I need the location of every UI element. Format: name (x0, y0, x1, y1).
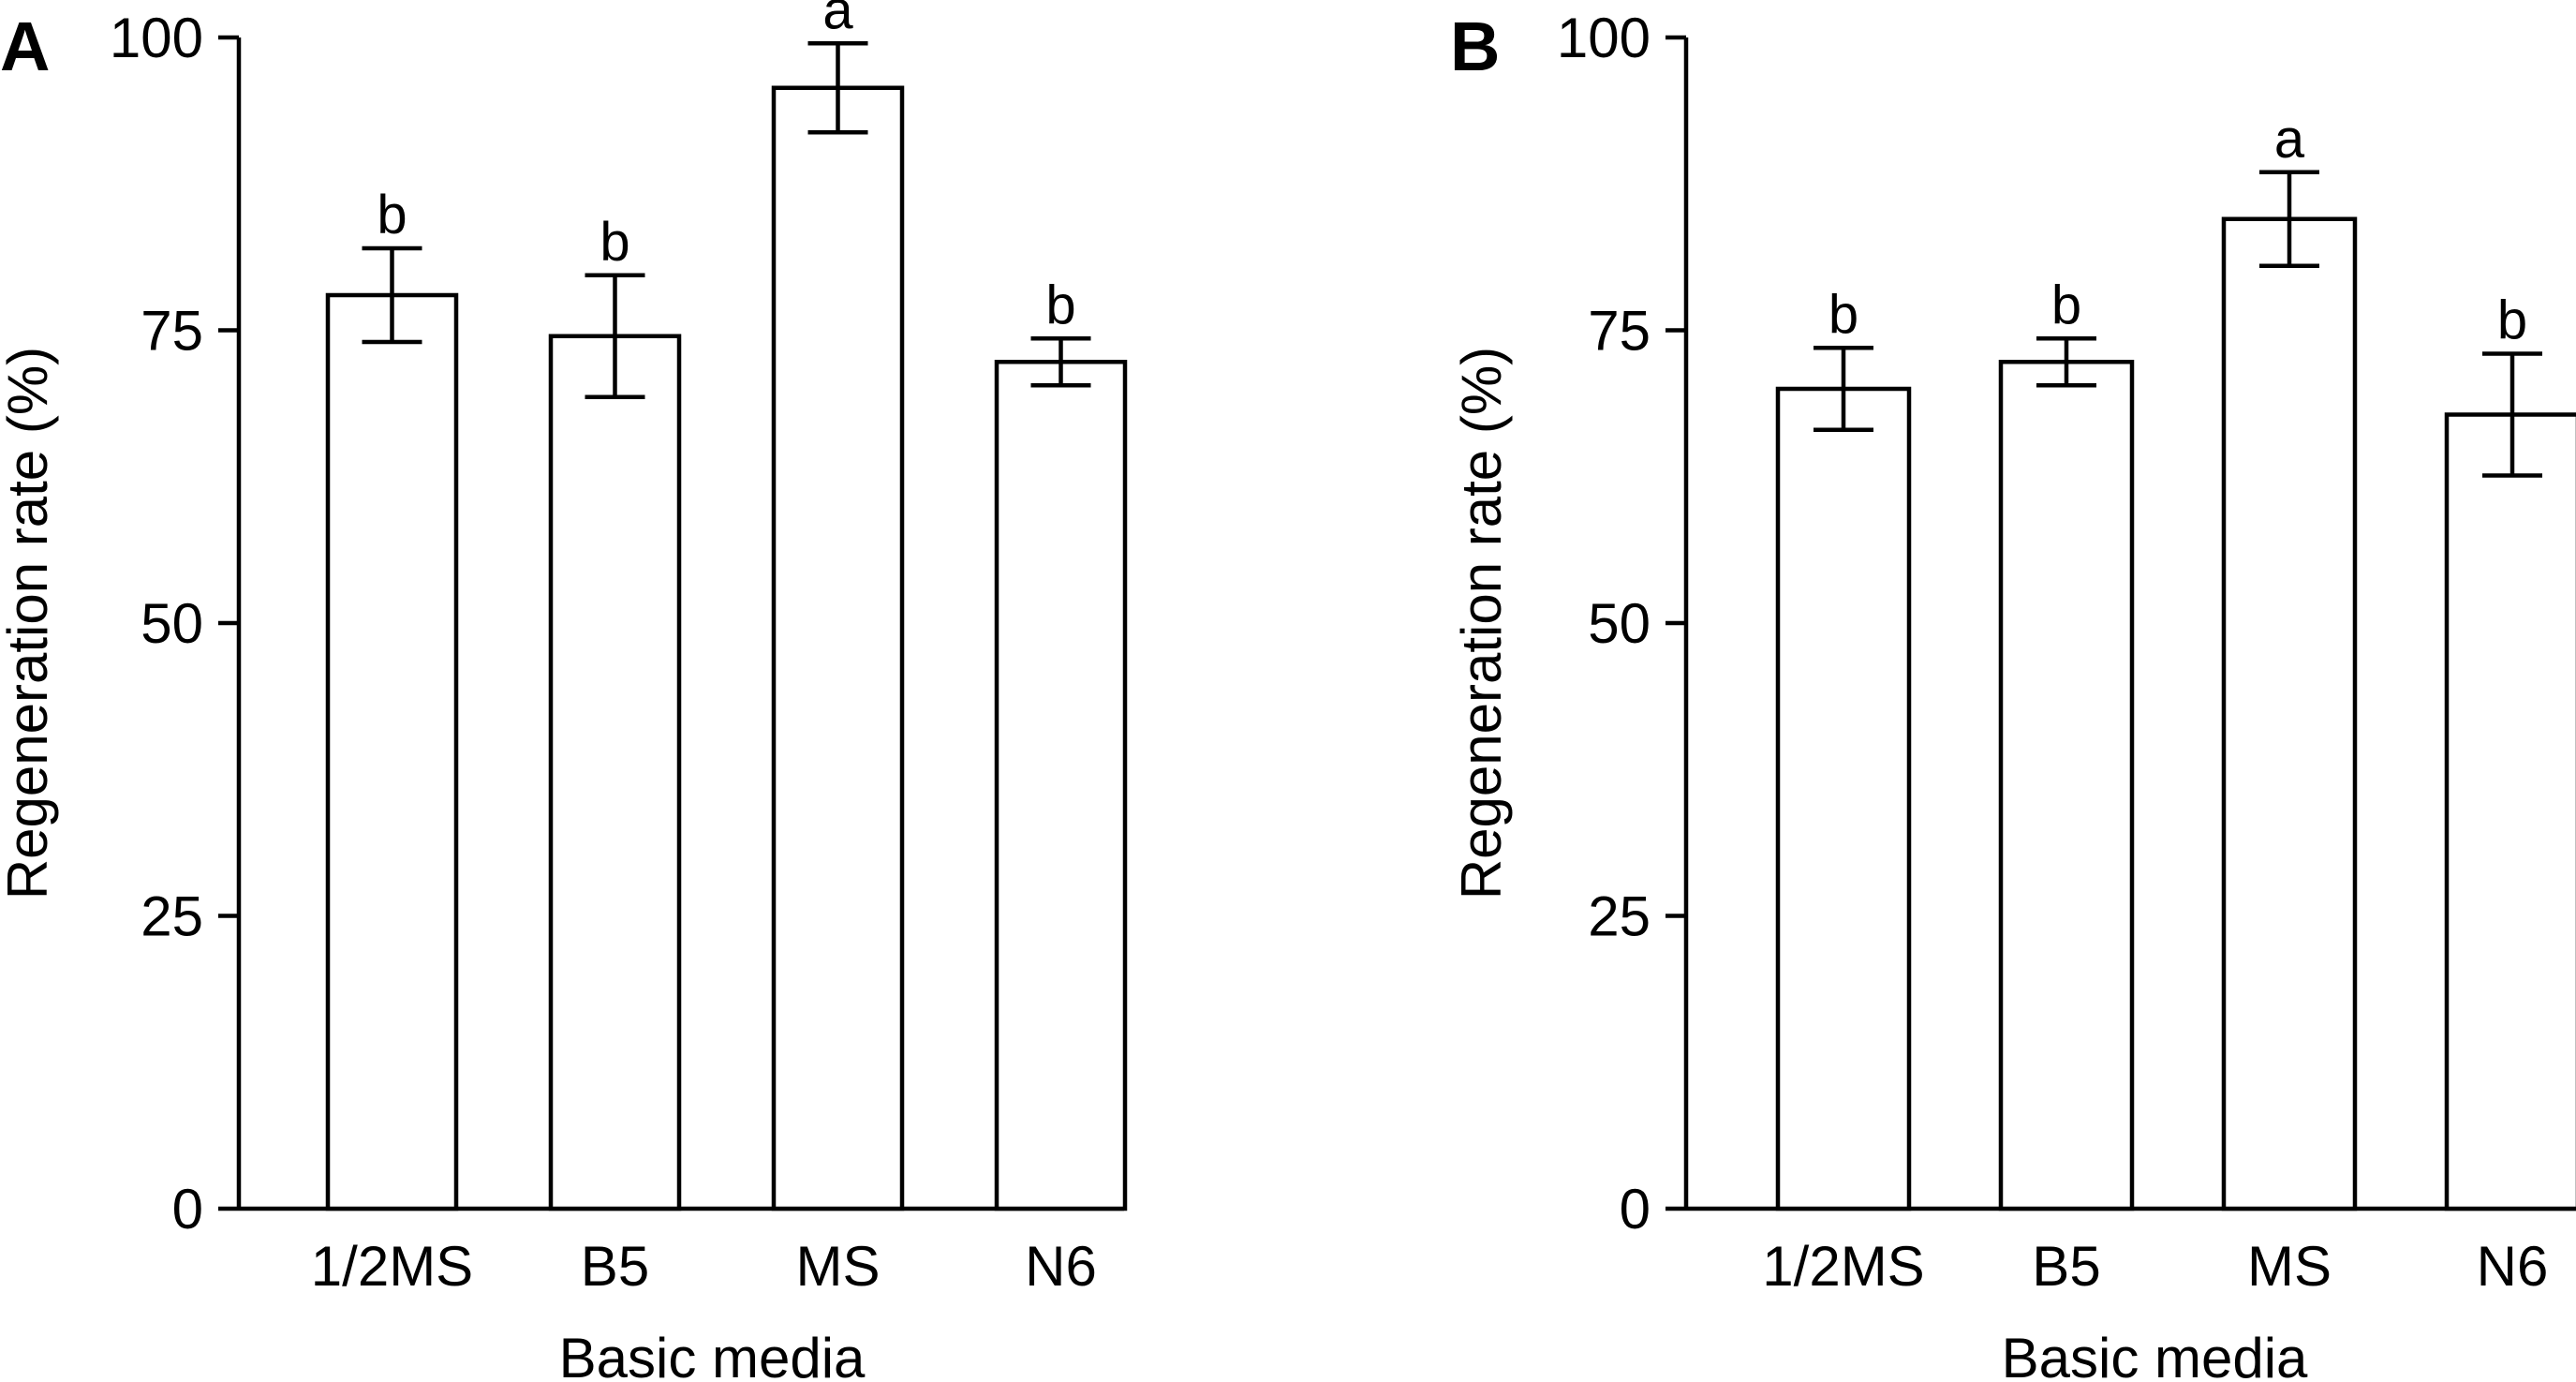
panel-b: 0 25 50 75 100 b 1/2MS b B5 a MS b N6 Regeneration ra… (1450, 7, 2576, 1382)
panel-a: 0 25 50 75 100 b 1/2MS b B5 a MS b N6 Regeneration ra… (0, 0, 1128, 1382)
significance-label: a (2274, 109, 2305, 170)
x-tick-label: MS (796, 1235, 881, 1298)
significance-label: b (1828, 284, 1858, 345)
y-tick-label: 50 (1588, 592, 1651, 655)
significance-label: b (1045, 275, 1075, 335)
y-tick-label: 75 (1588, 300, 1651, 363)
significance-label: a (822, 0, 853, 40)
y-tick-label: 25 (1588, 885, 1651, 948)
x-tick-label: N6 (2477, 1235, 2549, 1298)
significance-label: b (2497, 290, 2527, 351)
bar-1-2ms (1775, 386, 1912, 1211)
x-tick-label: B5 (581, 1235, 649, 1298)
x-tick-label: 1/2MS (311, 1235, 473, 1298)
x-axis-title: Basic media (559, 1327, 866, 1382)
bar-n6 (2444, 412, 2576, 1211)
significance-label: b (2051, 275, 2081, 335)
panel-letter: B (1450, 7, 1500, 85)
x-tick-label: N6 (1025, 1235, 1097, 1298)
y-tick-label: 75 (141, 300, 203, 363)
bar-b5 (1998, 360, 2135, 1211)
bar-b5 (548, 334, 682, 1211)
y-tick-label: 25 (141, 885, 203, 948)
y-axis-title: Regeneration rate (%) (0, 347, 59, 899)
y-tick-label: 100 (1557, 7, 1651, 69)
bar-ms (771, 85, 905, 1211)
y-tick-label: 0 (172, 1178, 203, 1241)
significance-label: b (600, 212, 629, 273)
significance-label: b (377, 185, 407, 245)
bar-ms (2221, 216, 2358, 1211)
y-tick-label: 50 (141, 592, 203, 655)
y-tick-label: 100 (110, 7, 203, 69)
x-axis-title: Basic media (2002, 1327, 2308, 1382)
x-tick-label: MS (2247, 1235, 2332, 1298)
x-tick-label: 1/2MS (1762, 1235, 1924, 1298)
bar-n6 (994, 360, 1128, 1211)
y-tick-label: 0 (1620, 1178, 1651, 1241)
panel-letter: A (0, 7, 50, 85)
y-axis-title: Regeneration rate (%) (1450, 347, 1513, 899)
x-tick-label: B5 (2032, 1235, 2100, 1298)
bar-1-2ms (325, 292, 459, 1211)
